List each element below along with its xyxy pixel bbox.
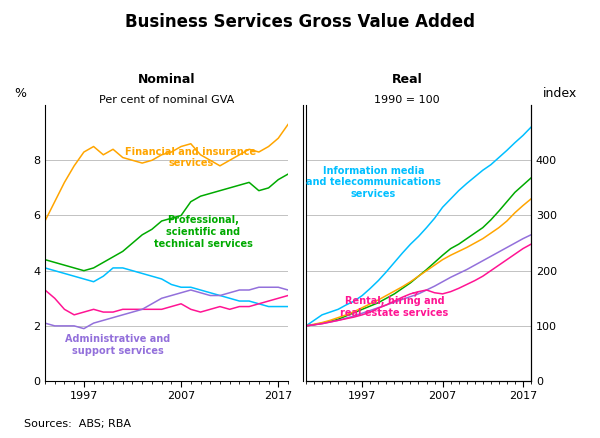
- Text: 1990 = 100: 1990 = 100: [374, 95, 440, 105]
- Text: index: index: [543, 87, 577, 99]
- Text: %: %: [14, 87, 27, 99]
- Text: Financial and insurance
services: Financial and insurance services: [125, 147, 256, 168]
- Text: Nominal: Nominal: [138, 73, 195, 86]
- Text: Real: Real: [392, 73, 422, 86]
- Text: Business Services Gross Value Added: Business Services Gross Value Added: [125, 13, 475, 31]
- Text: Rental, hiring and
real estate services: Rental, hiring and real estate services: [340, 292, 449, 318]
- Text: Administrative and
support services: Administrative and support services: [65, 334, 170, 356]
- Text: Per cent of nominal GVA: Per cent of nominal GVA: [99, 95, 234, 105]
- Text: Information media
and telecommunications
services: Information media and telecommunications…: [306, 166, 441, 199]
- Text: Professional,
scientific and
technical services: Professional, scientific and technical s…: [154, 215, 253, 249]
- Text: Sources:  ABS; RBA: Sources: ABS; RBA: [24, 419, 131, 429]
